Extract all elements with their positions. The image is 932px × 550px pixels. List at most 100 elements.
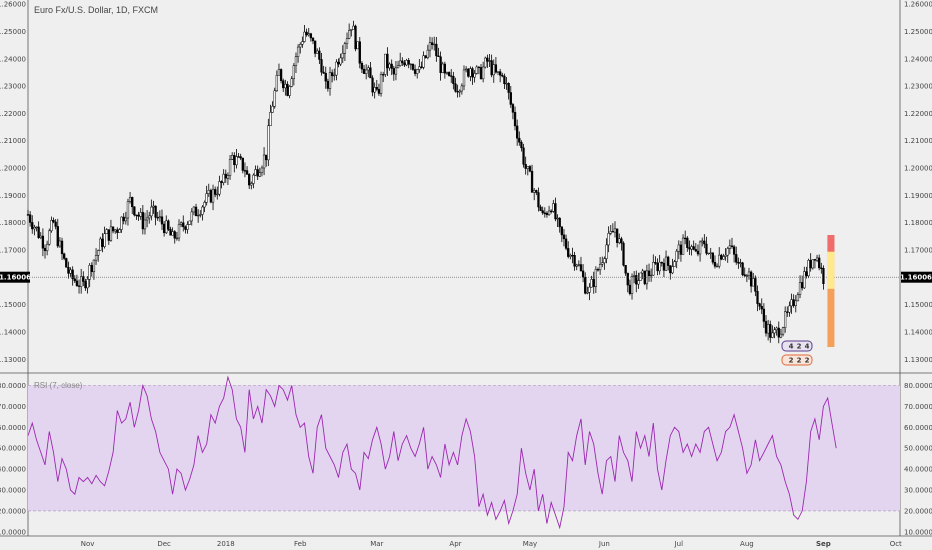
candle-body (411, 63, 415, 70)
candle-body (284, 83, 287, 89)
candle-body (537, 192, 540, 208)
candle-body (656, 262, 659, 272)
candle-body (248, 174, 251, 186)
price-tick-right: 1.21000 (904, 137, 932, 145)
candle-body (131, 197, 134, 208)
time-tick: Dec (157, 540, 171, 548)
candle-body (618, 238, 621, 243)
candle-body (822, 268, 825, 284)
candle-body (350, 28, 353, 31)
candle-body (467, 68, 470, 77)
candle-body (577, 264, 580, 266)
time-axis[interactable]: Nov Dec 2018 Feb Mar Apr May Jun Jul Aug Sep Oct (81, 540, 902, 548)
event-badge-count: 4 (789, 343, 794, 351)
candle-body (154, 205, 157, 218)
candle-body (660, 261, 663, 264)
candle-body (348, 30, 351, 39)
candle-body (275, 75, 278, 92)
price-tick-right: 1.20000 (904, 165, 932, 173)
candle-body (388, 63, 391, 69)
candle-body (379, 74, 383, 94)
candle-body (437, 55, 440, 57)
event-badge-count: 2 (789, 357, 794, 365)
candle-body (613, 228, 617, 233)
candle-body (581, 270, 585, 278)
candle-body (101, 238, 104, 247)
candle-body (507, 83, 510, 93)
rsi-title: RSI (7, close) (34, 381, 83, 390)
candle-body (262, 154, 266, 169)
candle-body (556, 217, 559, 220)
candle-body (552, 203, 555, 212)
candle-body (103, 233, 106, 247)
candle-body (286, 83, 289, 96)
candle-body (54, 221, 57, 227)
candle-body (367, 67, 370, 71)
candle-body (65, 258, 68, 268)
candle-body (231, 155, 234, 160)
candle-body (511, 104, 515, 113)
event-badge-count: 4 (805, 343, 810, 351)
event-badges[interactable]: 4 2 42 2 2 (781, 340, 813, 366)
price-tick-right: 1.24000 (904, 55, 932, 63)
candle-body (564, 238, 568, 249)
candle-body (258, 172, 261, 177)
candle-body (33, 226, 36, 230)
candle-body (339, 57, 342, 65)
volume-bar (827, 235, 835, 348)
candle-body (635, 275, 638, 285)
time-tick: Sep (816, 540, 831, 548)
candle-body (688, 247, 691, 250)
candle-body (354, 25, 357, 50)
candle-body (218, 181, 221, 195)
candle-body (114, 229, 117, 232)
candle-body (758, 303, 761, 307)
rsi-tick-left: 50.0000 (0, 445, 26, 453)
candle-body (769, 324, 772, 338)
candle-body (732, 246, 736, 255)
candle-body (377, 89, 381, 94)
price-tick-left: 1.21000 (0, 137, 26, 145)
candle-body (794, 300, 797, 306)
candle-body (675, 250, 678, 262)
rsi-tick-right: 10.0000 (904, 528, 932, 536)
price-tick-right: 1.23000 (904, 83, 932, 91)
candle-body (56, 226, 59, 247)
candle-body (222, 173, 225, 183)
candle-body (290, 78, 293, 87)
candle-body (681, 237, 685, 255)
candle-body (692, 246, 695, 250)
candle-body (477, 66, 481, 69)
candle-body (403, 62, 406, 66)
candle-body (384, 53, 387, 75)
candle-body (288, 86, 291, 96)
candle-body (184, 226, 187, 230)
candle-body (516, 125, 519, 139)
candle-body (722, 256, 725, 260)
candle-body (590, 279, 593, 288)
candle-body (211, 189, 215, 203)
candle-body (673, 261, 676, 267)
candle-body (756, 291, 759, 304)
candle-body (518, 137, 521, 143)
price-tick-left: 1.23000 (0, 83, 26, 91)
candle-body (126, 201, 130, 219)
candle-body (420, 66, 423, 68)
candle-body (201, 206, 204, 215)
candle-body (486, 57, 489, 62)
candle-body (422, 55, 425, 68)
candle-body (316, 50, 319, 54)
candle-body (273, 90, 276, 107)
rsi-tick-right: 70.0000 (904, 403, 932, 411)
candle-body (303, 31, 306, 42)
price-axis[interactable]: 1.13000 1.13000 1.14000 1.14000 1.15000 1.150… (0, 1, 932, 537)
candle-body (382, 74, 385, 76)
candle-body (671, 266, 674, 274)
candle-body (709, 252, 712, 254)
candle-body (282, 80, 285, 89)
candle-body (199, 214, 202, 216)
candle-body (658, 261, 661, 272)
volume-bar-yellow (827, 251, 835, 289)
candle-body (703, 240, 706, 245)
